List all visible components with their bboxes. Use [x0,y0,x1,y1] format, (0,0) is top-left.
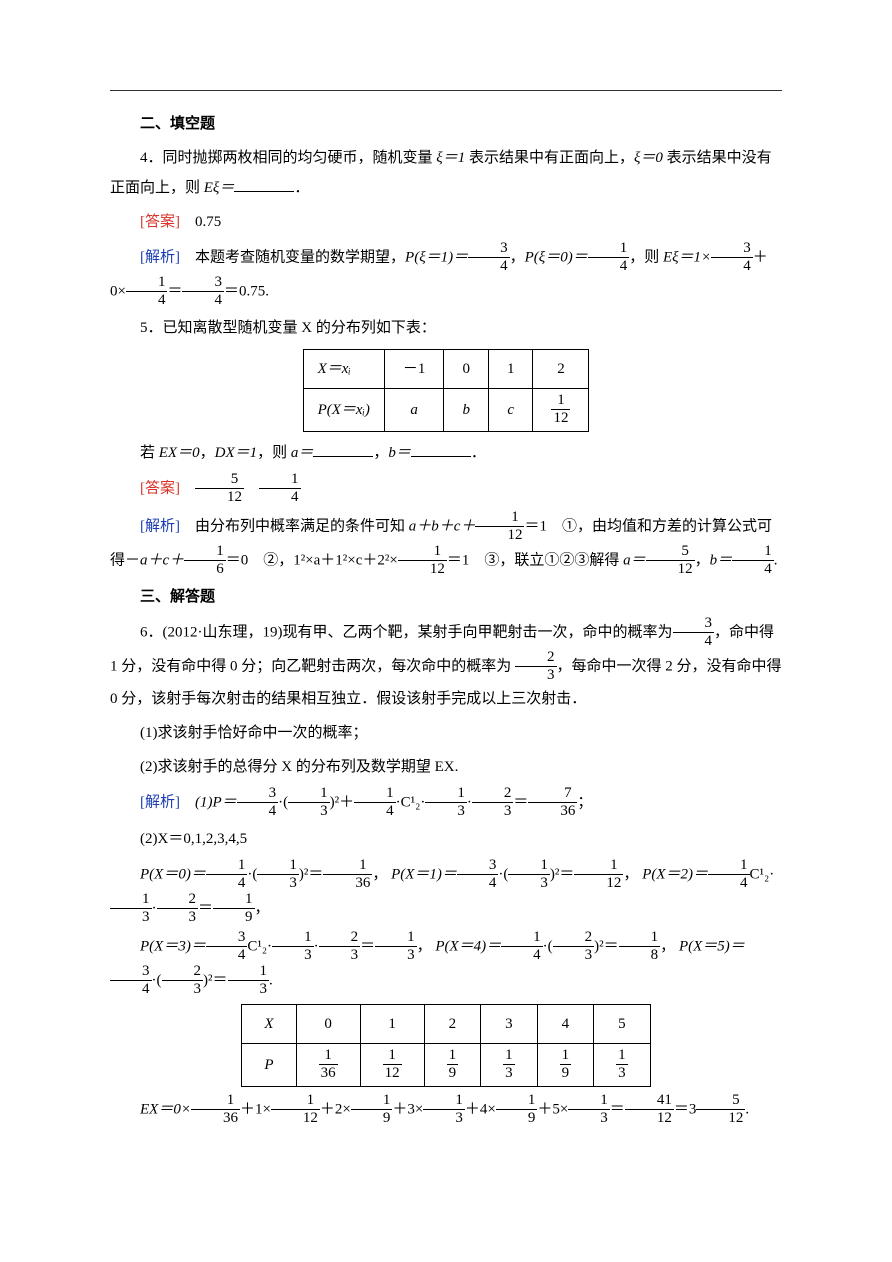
q5-answer: [答案] 512 14 [110,472,782,506]
q4-num: 4． [140,150,163,166]
q5-condition: 若 EX＝0，DX＝1，则 a＝，b＝． [110,438,782,468]
q6-ex: EX＝0×136＋1×112＋2×19＋3×13＋4×19＋5×13＝4112＝… [110,1093,782,1127]
q5-blank-b [411,441,471,458]
q6-part2: (2)求该射手的总得分 X 的分布列及数学期望 EX. [110,752,782,782]
q6-px-line1: P(X＝0)＝14·(13)²＝136， P(X＝1)＝34·(13)²＝112… [110,858,782,926]
answer-label: [答案] [140,480,180,496]
q4-answer: [答案] 0.75 [110,207,782,237]
q5-num: 5． [140,320,163,336]
q6-stem: 6．(2012·山东理，19)现有甲、乙两个靶，某射手向甲靶射击一次，命中的概率… [110,616,782,714]
analysis-label: [解析] [140,518,180,534]
q4-analysis: [解析] 本题考查随机变量的数学期望，P(ξ＝1)＝34，P(ξ＝0)＝14，则… [110,241,782,309]
table-row: X 0 1 2 3 4 5 [242,1005,650,1044]
q6-px-line2: P(X＝3)＝34C¹₂·13·23＝13， P(X＝4)＝14·(23)²＝1… [110,930,782,998]
q5-table: X＝xᵢ －1 0 1 2 P(X＝xᵢ) a b c 112 [303,349,590,432]
table-row: P(X＝xᵢ) a b c 112 [303,389,589,432]
q4-stem: 4．同时抛掷两枚相同的均匀硬币，随机变量 ξ＝1 表示结果中有正面向上，ξ＝0 … [110,143,782,203]
q6-num: 6． [140,624,163,640]
q5-blank-a [313,441,373,458]
table-row: P 136 112 19 13 19 13 [242,1044,650,1087]
analysis-label: [解析] [140,794,180,810]
table-row: X＝xᵢ －1 0 1 2 [303,350,589,389]
section-3-heading: 三、解答题 [110,582,782,612]
section-2-heading: 二、填空题 [110,109,782,139]
q6-sol2-intro: (2)X＝0,1,2,3,4,5 [110,824,782,854]
top-rule [110,90,782,91]
q6-table: X 0 1 2 3 4 5 P 136 112 19 13 19 13 [241,1004,650,1087]
analysis-label: [解析] [140,249,180,265]
q5-stem: 5．已知离散型随机变量 X 的分布列如下表： [110,313,782,343]
answer-label: [答案] [140,214,180,230]
q4-blank [234,176,294,193]
q6-sol1: [解析] (1)P＝34·(13)²＋14·C¹₂·13·23＝736； [110,786,782,820]
q5-analysis: [解析] 由分布列中概率满足的条件可知 a＋b＋c＋112＝1 ①，由均值和方差… [110,510,782,578]
q6-part1: (1)求该射手恰好命中一次的概率； [110,718,782,748]
